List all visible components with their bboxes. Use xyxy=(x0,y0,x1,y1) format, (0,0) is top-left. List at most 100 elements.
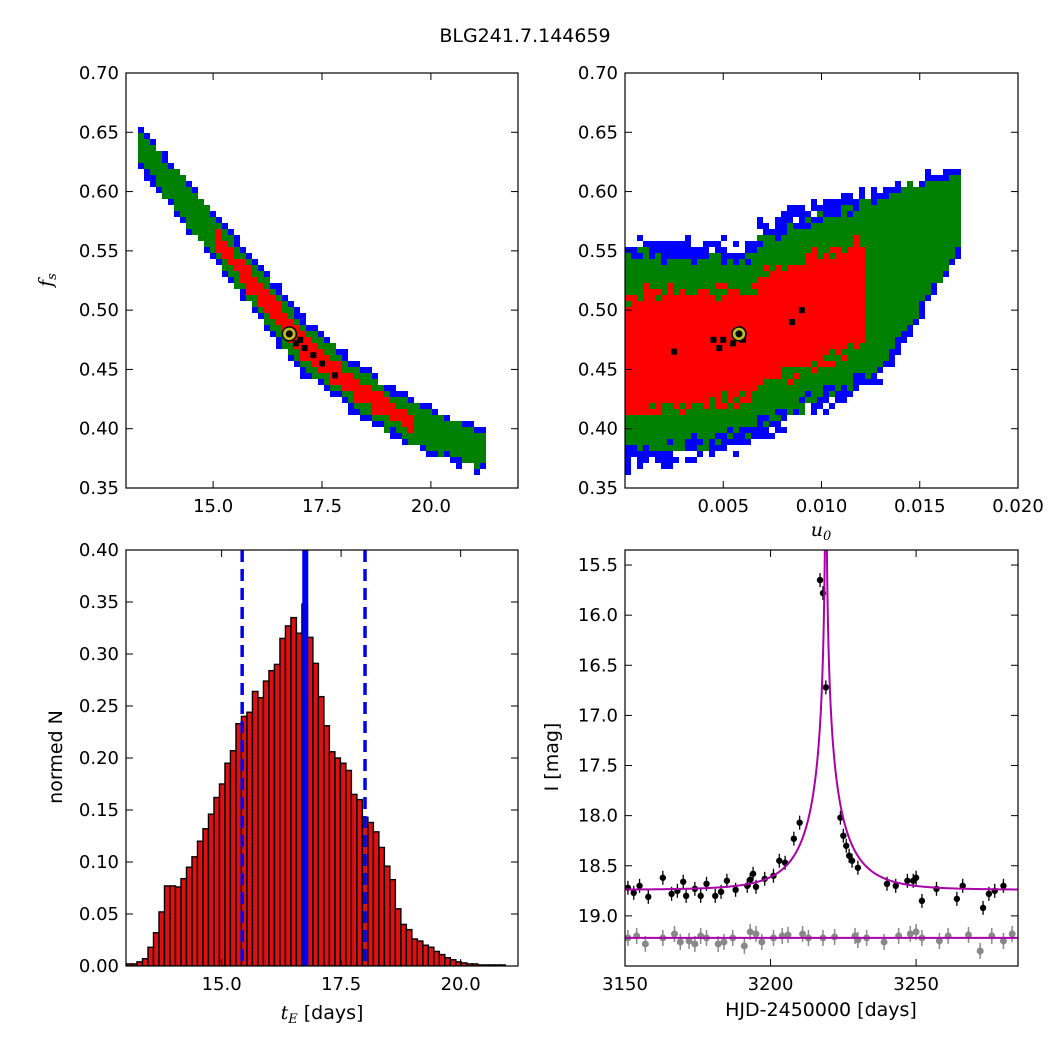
density-cell xyxy=(667,367,673,373)
density-cell xyxy=(709,403,715,409)
density-cell xyxy=(733,397,739,403)
density-cell xyxy=(799,217,805,223)
density-cell xyxy=(288,307,294,313)
density-cell xyxy=(763,379,769,385)
density-cell xyxy=(895,307,901,313)
density-cell xyxy=(721,439,727,445)
density-cell xyxy=(679,289,685,295)
best-region-cell xyxy=(301,345,308,352)
density-cell xyxy=(420,403,426,409)
density-cell xyxy=(865,307,871,313)
density-cell xyxy=(793,223,799,229)
density-cell xyxy=(661,409,667,415)
density-cell xyxy=(799,319,805,325)
density-cell xyxy=(793,397,799,403)
density-cell xyxy=(847,259,853,265)
density-cell xyxy=(643,409,649,415)
density-cell xyxy=(282,319,288,325)
density-cell xyxy=(931,175,937,181)
density-cell xyxy=(823,223,829,229)
density-cell xyxy=(745,277,751,283)
density-cell xyxy=(859,373,865,379)
density-cell xyxy=(679,307,685,313)
density-cell xyxy=(859,229,865,235)
density-cell xyxy=(667,337,673,343)
density-cell xyxy=(625,439,631,445)
density-cell xyxy=(625,373,631,379)
density-cell xyxy=(637,397,643,403)
density-cell xyxy=(781,391,787,397)
density-cell xyxy=(673,367,679,373)
density-cell xyxy=(733,421,739,427)
density-cell xyxy=(282,307,288,313)
density-cell xyxy=(637,271,643,277)
density-cell xyxy=(631,313,637,319)
panel1-ylabel: fs xyxy=(35,273,60,289)
density-cell xyxy=(222,265,228,271)
density-cell xyxy=(318,343,324,349)
density-cell xyxy=(751,325,757,331)
density-cell xyxy=(775,301,781,307)
density-cell xyxy=(450,433,456,439)
density-cell xyxy=(733,367,739,373)
density-cell xyxy=(925,169,931,175)
density-cell xyxy=(336,385,342,391)
density-cell xyxy=(655,433,661,439)
density-cell xyxy=(883,259,889,265)
density-cell xyxy=(348,379,354,385)
density-cell xyxy=(823,211,829,217)
density-cell xyxy=(805,379,811,385)
density-cell xyxy=(667,295,673,301)
density-cell xyxy=(757,373,763,379)
density-cell xyxy=(372,415,378,421)
density-cell xyxy=(276,343,282,349)
p3-ytick-label: 15.5 xyxy=(578,555,618,576)
density-cell xyxy=(787,331,793,337)
density-cell xyxy=(871,277,877,283)
density-cell xyxy=(877,193,883,199)
histogram-bar xyxy=(433,950,441,966)
density-cell xyxy=(643,391,649,397)
p0-ytick-label: 0.40 xyxy=(79,419,119,440)
density-cell xyxy=(745,331,751,337)
density-cell xyxy=(138,145,144,151)
density-cell xyxy=(811,343,817,349)
data-point xyxy=(717,888,725,896)
density-cell xyxy=(901,199,907,205)
density-cell xyxy=(697,325,703,331)
density-cell xyxy=(937,253,943,259)
density-cell xyxy=(877,319,883,325)
data-point xyxy=(630,889,637,897)
density-cell xyxy=(889,205,895,211)
density-cell xyxy=(150,151,156,157)
density-cell xyxy=(841,373,847,379)
density-cell xyxy=(222,259,228,265)
density-cell xyxy=(709,427,715,433)
density-cell xyxy=(258,301,264,307)
density-cell xyxy=(631,445,637,451)
density-cell xyxy=(655,241,661,247)
density-cell xyxy=(739,403,745,409)
density-cell xyxy=(907,205,913,211)
density-cell xyxy=(745,397,751,403)
density-cell xyxy=(757,427,763,433)
density-cell xyxy=(258,271,264,277)
density-cell xyxy=(883,187,889,193)
density-cell xyxy=(240,265,246,271)
density-cell xyxy=(474,451,480,457)
density-cell xyxy=(757,265,763,271)
density-cell xyxy=(781,259,787,265)
density-cell xyxy=(889,301,895,307)
secondary-point xyxy=(758,938,766,946)
density-cell xyxy=(925,265,931,271)
density-cell xyxy=(655,415,661,421)
density-cell xyxy=(228,259,234,265)
density-cell xyxy=(811,277,817,283)
density-cell xyxy=(751,361,757,367)
density-cell xyxy=(480,451,486,457)
density-cell xyxy=(949,187,955,193)
density-cell xyxy=(144,139,150,145)
density-cell xyxy=(270,283,276,289)
density-cell xyxy=(859,223,865,229)
density-cell xyxy=(366,403,372,409)
